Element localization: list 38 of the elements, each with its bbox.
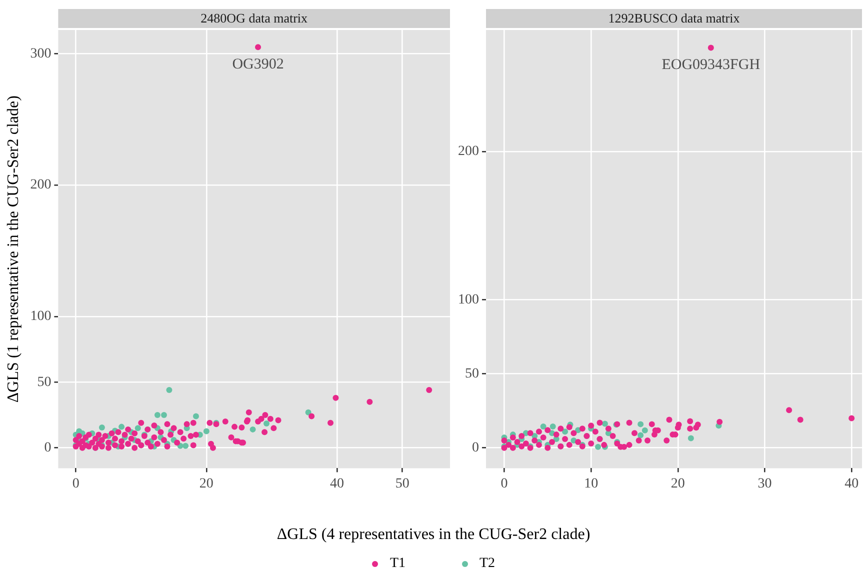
y-tick-label: 200 [30, 178, 52, 193]
point [134, 425, 141, 432]
point [182, 442, 189, 449]
point [192, 413, 199, 420]
x-tick-label: 20 [199, 476, 214, 492]
point [166, 387, 172, 394]
x-tick-label: 0 [500, 476, 508, 492]
y-tick-label: 300 [30, 46, 52, 62]
x-tick-label: 40 [330, 476, 344, 492]
y-tick-label: 100 [30, 309, 52, 324]
chart-title: 2480OG data matrix [200, 10, 308, 26]
y-tick-label: 200 [458, 144, 479, 160]
legend-label: T1 [388, 556, 406, 572]
point [203, 428, 210, 434]
x-tick-label: 50 [395, 476, 410, 492]
x-tick-label: 0 [72, 476, 80, 492]
point [118, 424, 125, 430]
y-axis-title: ΔGLS (1 representative in the CUG-Ser2 clade) [4, 96, 22, 403]
y-tick-label: 0 [472, 440, 479, 456]
x-tick-label: 30 [758, 476, 772, 492]
y-tick-label: 0 [44, 440, 52, 456]
legend-label: T2 [478, 556, 496, 572]
point [305, 409, 312, 416]
point [250, 426, 256, 432]
x-tick-label: 10 [584, 476, 598, 492]
y-tick-label: 50 [465, 366, 479, 382]
x-axis-title: ΔGLS (4 representatives in the CUG-Ser2 clade) [276, 526, 592, 544]
x-tick-label: 20 [670, 476, 685, 492]
point [154, 412, 160, 418]
x-tick-label: 40 [844, 476, 859, 492]
annotation: OG3902 [232, 56, 284, 73]
point [160, 412, 167, 418]
point [98, 424, 105, 430]
y-tick-label: 50 [37, 374, 52, 390]
chart-title: 1292BUSCO data matrix [608, 10, 740, 26]
y-tick-label: 100 [458, 292, 479, 308]
annotation: EOG09343FGH [662, 57, 760, 74]
point [264, 420, 270, 427]
